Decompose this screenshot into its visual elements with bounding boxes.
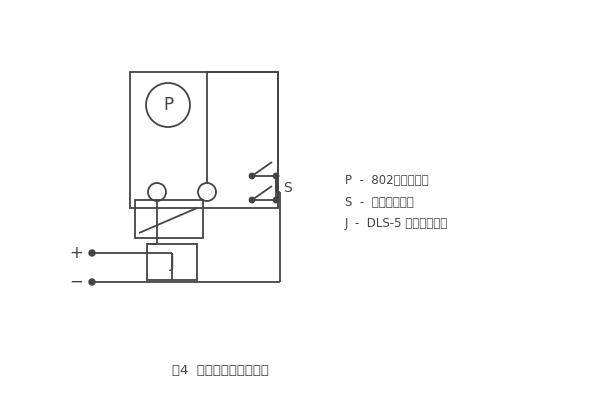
Bar — [135, 200, 203, 238]
Text: S: S — [283, 181, 292, 195]
Text: P  -  802数字毫秒表: P - 802数字毫秒表 — [345, 174, 428, 186]
Circle shape — [274, 198, 278, 202]
Text: −: − — [69, 273, 83, 291]
Text: 图4  动作时间检验线路图: 图4 动作时间检验线路图 — [172, 364, 268, 376]
Text: P: P — [163, 96, 173, 114]
Circle shape — [274, 174, 278, 178]
Text: S  -  双刀双掷开关: S - 双刀双掷开关 — [345, 196, 414, 208]
Circle shape — [89, 279, 95, 285]
Bar — [147, 244, 197, 280]
Circle shape — [250, 174, 254, 178]
Text: J: J — [170, 253, 175, 271]
Circle shape — [250, 198, 254, 202]
Circle shape — [89, 250, 95, 256]
Text: J  -  DLS-5 双位置继电器: J - DLS-5 双位置继电器 — [345, 218, 448, 230]
Text: +: + — [69, 244, 83, 262]
Bar — [130, 72, 278, 208]
